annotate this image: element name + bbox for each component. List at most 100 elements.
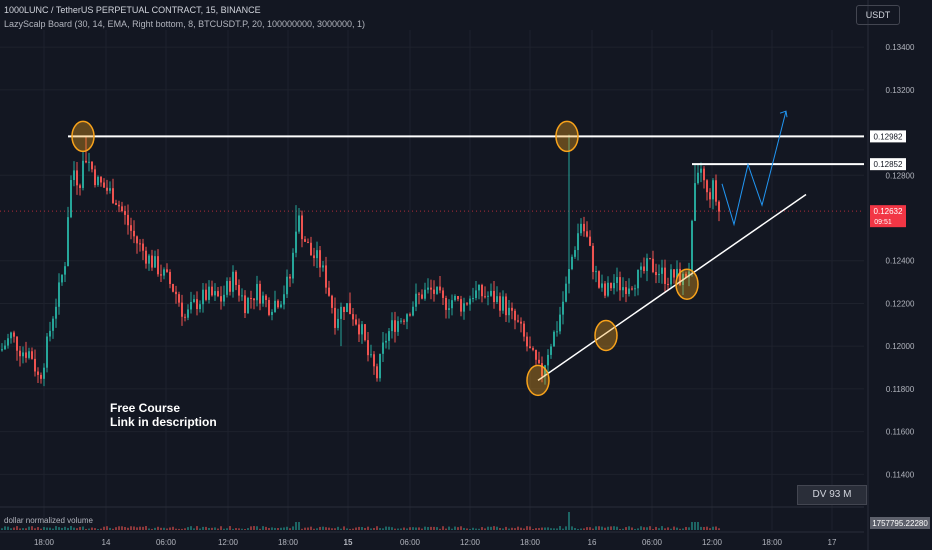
volume-bar (514, 528, 516, 530)
candle (70, 175, 72, 219)
candle (586, 221, 588, 238)
volume-bar (199, 528, 201, 530)
volume-bar (403, 527, 405, 530)
volume-bar (598, 526, 600, 530)
volume-bar (340, 528, 342, 530)
candle-body (307, 241, 309, 243)
candle-body (67, 217, 69, 267)
volume-bar (529, 526, 531, 530)
candle-body (409, 314, 411, 316)
candle-body (505, 296, 507, 316)
candle (136, 235, 138, 254)
candle-body (556, 331, 558, 333)
volume-bar (67, 527, 69, 530)
candle (415, 283, 417, 312)
candle-body (250, 297, 252, 299)
candle-body (412, 306, 414, 316)
candle-body (700, 168, 702, 173)
candle-body (223, 294, 225, 302)
candle-body (706, 180, 708, 193)
volume-bar (376, 526, 378, 530)
candle (286, 269, 288, 299)
indicator-legend[interactable]: LazyScalp Board (30, 14, EMA, Right bott… (4, 19, 366, 29)
candle-body (1, 349, 3, 351)
candle-body (550, 346, 552, 355)
volume-bar (373, 527, 375, 530)
candle-body (655, 272, 657, 276)
candle-body (85, 160, 87, 163)
volume-bar (214, 527, 216, 530)
candle-body (82, 160, 84, 188)
volume-bar (496, 526, 498, 530)
volume-bar (34, 528, 36, 530)
candle (100, 175, 102, 187)
candle (280, 300, 282, 309)
volume-bar (277, 528, 279, 530)
currency-button[interactable]: USDT (856, 5, 900, 25)
volume-bar (310, 526, 312, 530)
dv-badge: DV 93 M (797, 485, 867, 505)
candle (331, 294, 333, 314)
candle (130, 217, 132, 240)
volume-bar (490, 526, 492, 530)
candle (397, 316, 399, 336)
candle-body (436, 286, 438, 294)
candle (58, 273, 60, 315)
candle-body (352, 314, 354, 320)
candle-body (52, 318, 54, 331)
candle-body (97, 176, 99, 186)
candle (118, 200, 120, 213)
volume-bar (517, 526, 519, 530)
x-tick-label: 06:00 (156, 538, 177, 547)
candle (211, 280, 213, 297)
volume-bar (262, 526, 264, 530)
volume-bar (232, 528, 234, 530)
annotation-text: Free Course Link in description (110, 401, 217, 429)
volume-bar (433, 526, 435, 530)
marked-point-circle (555, 120, 579, 153)
candle-body (112, 188, 114, 204)
candle (235, 270, 237, 291)
candle-body (169, 271, 171, 284)
candle (430, 279, 432, 300)
candle (148, 253, 150, 271)
candle-body (673, 269, 675, 278)
candle (514, 308, 516, 330)
volume-bar (697, 522, 699, 530)
candle-body (202, 289, 204, 305)
candle-body (100, 176, 102, 183)
volume-bar (658, 528, 660, 530)
candle-body (685, 273, 687, 278)
candle-body (631, 288, 633, 290)
projection-path (721, 111, 787, 227)
candle (394, 311, 396, 343)
volume-bar (676, 527, 678, 530)
candle (421, 289, 423, 300)
candle-body (274, 300, 276, 312)
volume-bar (115, 527, 117, 530)
candle-body (244, 295, 246, 314)
candle-body (133, 230, 135, 237)
volume-bar (628, 526, 630, 530)
volume-bar (82, 526, 84, 530)
candle (259, 280, 261, 311)
candle-body (643, 266, 645, 271)
volume-bar (652, 528, 654, 530)
volume-bar (388, 526, 390, 530)
candle (145, 246, 147, 269)
candle (172, 283, 174, 293)
candle-body (64, 266, 66, 275)
price-label-bg (870, 205, 906, 228)
candle-body (340, 306, 342, 319)
volume-bar (85, 528, 87, 530)
candle-body (619, 277, 621, 291)
candle (220, 286, 222, 310)
x-tick-label: 17 (828, 538, 837, 547)
candle (262, 291, 264, 307)
volume-bar (634, 528, 636, 530)
candle-body (358, 324, 360, 335)
volume-bar (304, 527, 306, 530)
candle-body (79, 185, 81, 188)
candle-body (523, 323, 525, 337)
